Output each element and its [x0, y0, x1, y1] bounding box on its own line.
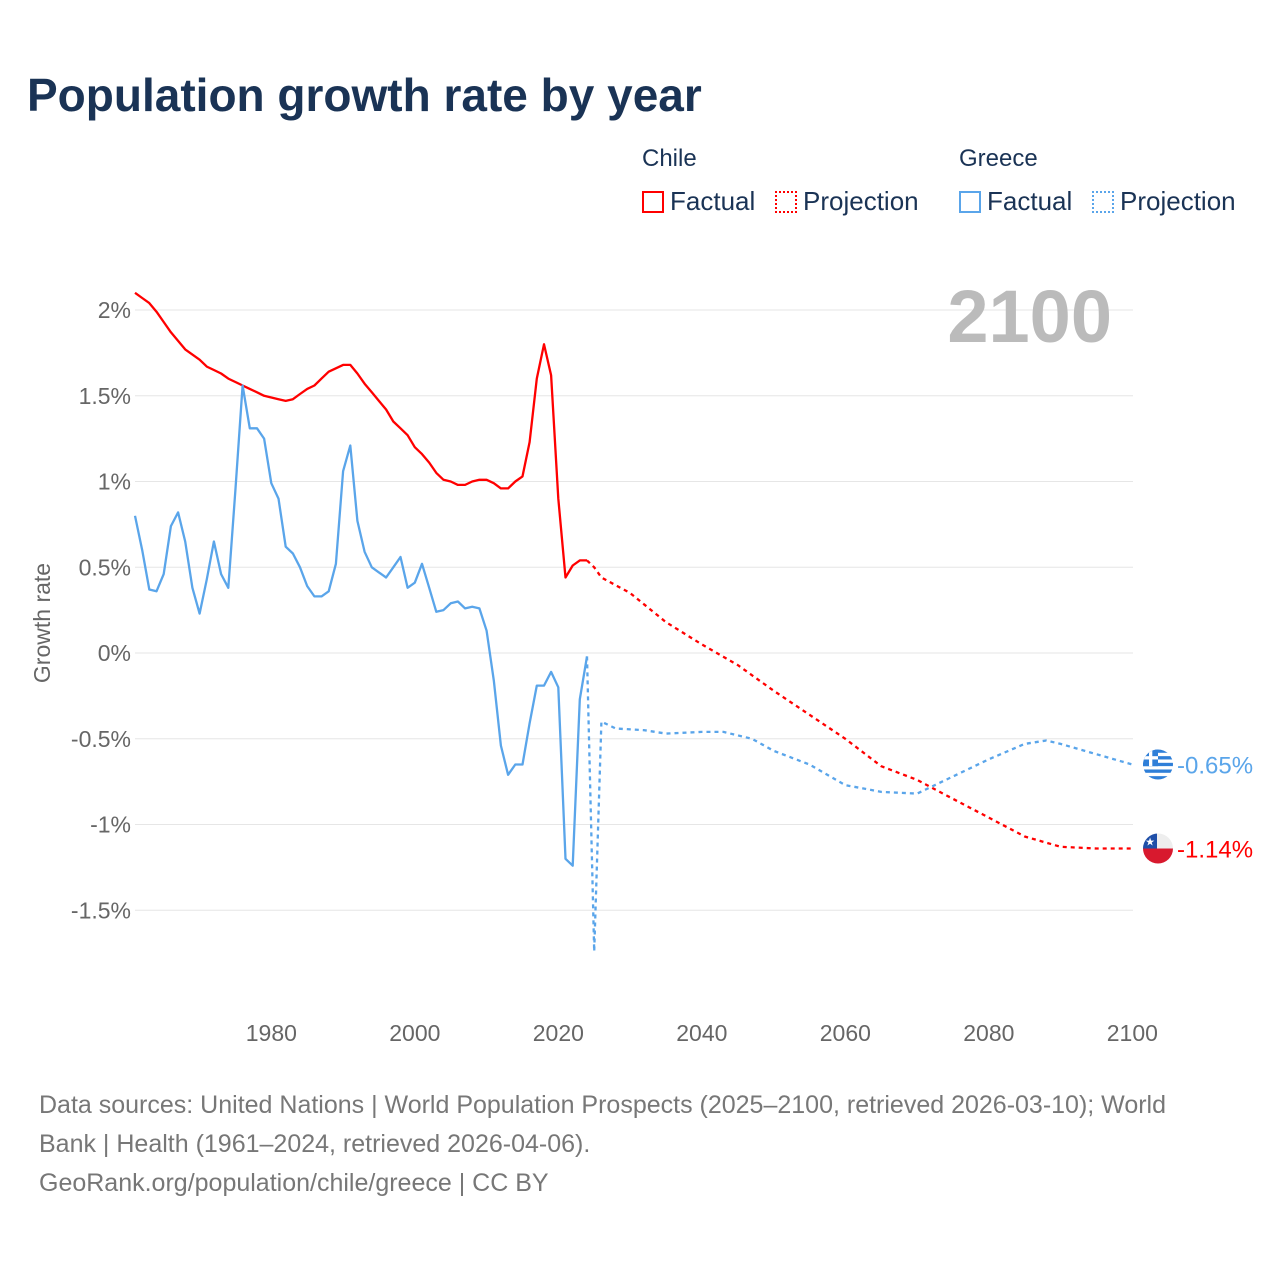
x-tick-label: 2100 — [1107, 1020, 1158, 1046]
x-tick-label: 2000 — [389, 1020, 440, 1046]
x-tick-label: 1980 — [246, 1020, 297, 1046]
legend-swatch-solid — [959, 190, 981, 213]
year-label: 2100 — [947, 275, 1112, 358]
x-tick-label: 2080 — [963, 1020, 1014, 1046]
y-tick-label: 1.5% — [79, 383, 131, 409]
legend-label: Projection — [803, 186, 919, 216]
x-tick-label: 2020 — [533, 1020, 584, 1046]
y-tick-label: 0% — [98, 640, 131, 666]
sources-line-2: Bank | Health (1961–2024, retrieved 2026… — [39, 1130, 591, 1158]
y-tick-label: -0.5% — [71, 726, 131, 752]
series-line-greece-factual — [133, 384, 589, 867]
legend-chile-factual[interactable]: Factual — [642, 186, 755, 217]
line-chart: 2% 1.5% 1% 0.5% 0% -0.5% -1% -1.5% 1980 2000 2020 2… — [29, 275, 1253, 1046]
y-tick-label: 2% — [98, 297, 131, 323]
y-axis-label: Growth rate — [29, 563, 55, 683]
y-tick-label: 1% — [98, 469, 131, 495]
greece-flag-icon — [1143, 749, 1173, 780]
y-tick-label: 0.5% — [79, 554, 131, 580]
legend-group-greece: Greece — [959, 145, 1038, 172]
y-tick-label: -1% — [90, 812, 131, 838]
legend-label: Factual — [670, 186, 756, 216]
svg-text:★: ★ — [1145, 837, 1155, 849]
legend-greece-projection[interactable]: Projection — [1092, 186, 1236, 217]
end-value-label-chile: -1.14% — [1177, 837, 1253, 864]
legend-label: Factual — [987, 186, 1073, 216]
page-title: Population growth rate by year — [27, 69, 702, 121]
y-tick-label: -1.5% — [71, 897, 131, 923]
legend-swatch-dotted — [1092, 190, 1114, 213]
legend-greece-factual[interactable]: Factual — [959, 186, 1072, 217]
legend-swatch-solid — [642, 190, 664, 213]
series-line-chile-factual — [134, 291, 587, 579]
data-sources: Data sources: United Nations | World Pop… — [39, 1086, 1166, 1164]
end-value-label-greece: -0.65% — [1177, 752, 1253, 779]
chile-flag-icon: ★ — [1143, 833, 1173, 864]
credit-link[interactable]: GeoRank.org/population/chile/greece | CC… — [39, 1169, 549, 1197]
legend-group-chile: Chile — [642, 145, 697, 172]
sources-line-1: Data sources: United Nations | World Pop… — [39, 1091, 1167, 1119]
series-line-greece-projection — [585, 656, 1133, 953]
legend-label: Projection — [1120, 186, 1236, 216]
legend-swatch-dotted — [775, 190, 797, 213]
legend-chile-projection[interactable]: Projection — [775, 186, 919, 217]
x-tick-label: 2060 — [820, 1020, 871, 1046]
series-line-chile-projection — [586, 559, 1133, 850]
x-tick-label: 2040 — [676, 1020, 727, 1046]
